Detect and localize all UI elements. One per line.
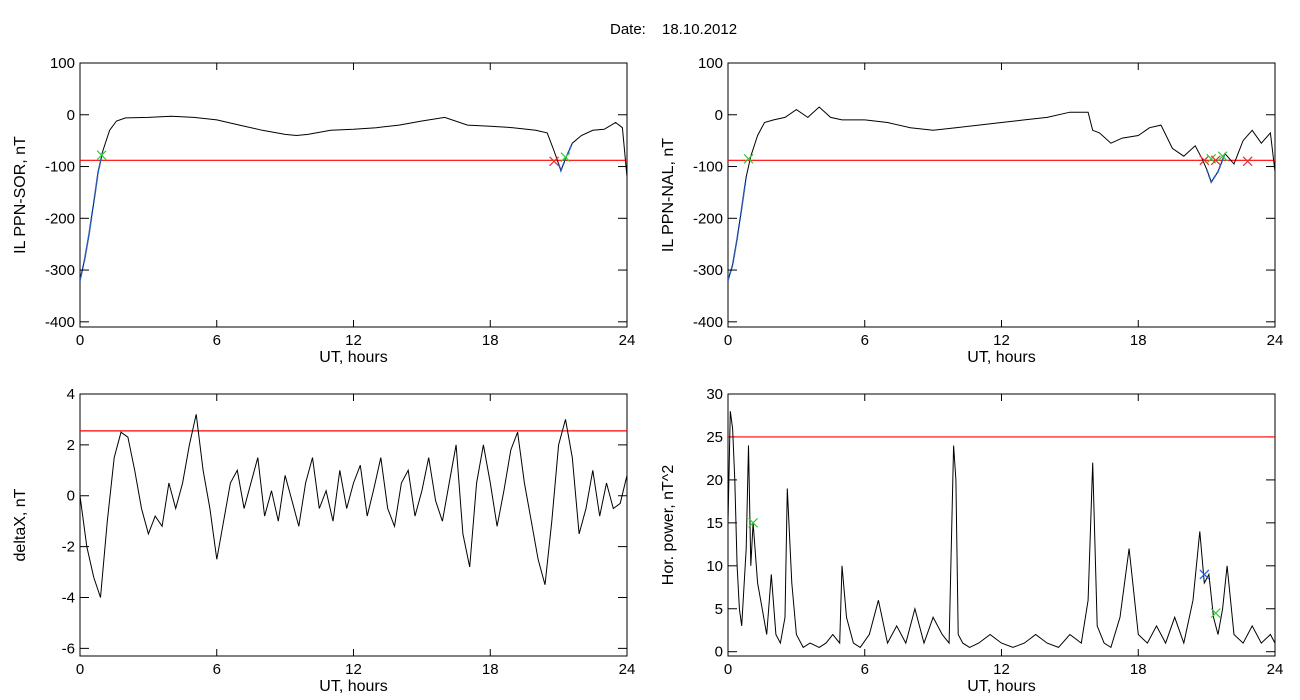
x-tick-label: 24 — [619, 661, 636, 678]
x-tick-label: 18 — [1130, 332, 1147, 349]
x-tick-label: 12 — [993, 661, 1010, 678]
y-axis-title: IL PPN-SOR, nT — [12, 136, 29, 254]
marker-end — [549, 156, 559, 167]
y-tick-label: 100 — [50, 55, 75, 72]
marker-start — [748, 517, 758, 528]
marker-end — [1210, 155, 1221, 166]
series-line — [728, 411, 1275, 649]
marker-stroke — [560, 152, 571, 163]
marker-stroke — [1242, 156, 1253, 167]
y-tick-label: 20 — [706, 472, 723, 489]
x-axis-title: UT, hours — [319, 678, 387, 695]
y-tick-label: -200 — [45, 210, 75, 227]
y-tick-label: 0 — [715, 107, 723, 124]
y-axis-title: deltaX, nT — [12, 488, 29, 561]
x-tick-label: 24 — [619, 332, 636, 349]
series-line — [80, 115, 627, 281]
plot-frame — [727, 62, 1276, 328]
x-tick-label: 6 — [213, 332, 221, 349]
header-date: 18.10.2012 — [662, 21, 737, 38]
header-label: Date: — [610, 21, 646, 38]
marker-end — [1242, 156, 1253, 167]
x-tick-label: 18 — [482, 332, 499, 349]
x-tick-label: 0 — [724, 661, 732, 678]
y-tick-label: -300 — [45, 262, 75, 279]
marker-stroke — [743, 153, 754, 164]
x-tick-label: 12 — [345, 332, 362, 349]
highlight-segment — [80, 150, 104, 281]
chart-panel-nal: 0 6 12 18 24 -400 -300 -200 -100 0 100 UT, hours IL … — [660, 55, 1283, 366]
x-tick-label: 6 — [861, 661, 869, 678]
series-line — [80, 414, 627, 598]
x-tick-label: 18 — [1130, 661, 1147, 678]
plot-frame — [79, 62, 628, 328]
y-tick-label: -400 — [45, 314, 75, 331]
marker-start — [743, 153, 754, 164]
y-tick-label: -6 — [62, 640, 75, 657]
x-axis-title: UT, hours — [319, 349, 387, 366]
plot-frame — [727, 393, 1276, 657]
marker-stroke — [1217, 151, 1228, 162]
y-axis-title: Hor. power, nT^2 — [660, 465, 677, 586]
y-tick-label: 30 — [706, 386, 723, 403]
y-tick-label: -100 — [45, 159, 75, 176]
marker-stroke — [1210, 155, 1221, 166]
marker-stroke — [96, 150, 107, 161]
marker-start — [1210, 608, 1221, 618]
x-tick-label: 0 — [724, 332, 732, 349]
marker-stroke — [1199, 155, 1210, 166]
y-axis-title: IL PPN-NAL, nT — [660, 138, 677, 252]
y-tick-label: -2 — [62, 539, 75, 556]
marker-stroke — [1206, 153, 1217, 164]
y-tick-label: -300 — [693, 262, 723, 279]
marker-stroke — [1210, 608, 1221, 618]
y-tick-label: 100 — [698, 55, 723, 72]
marker-stroke — [1199, 569, 1210, 580]
marker-start — [1217, 151, 1228, 162]
chart-panel-power: 0 6 12 18 24 0 5 10 15 20 25 30 UT, hours Hor. power,… — [660, 386, 1283, 695]
x-axis-title: UT, hours — [967, 349, 1035, 366]
x-tick-label: 12 — [993, 332, 1010, 349]
x-tick-label: 0 — [76, 661, 84, 678]
series-line — [728, 106, 1275, 281]
highlight-segment — [1205, 153, 1226, 184]
y-tick-label: 25 — [706, 429, 723, 446]
marker-stroke — [748, 517, 758, 528]
marker-peak — [1199, 569, 1210, 580]
x-tick-label: 6 — [213, 661, 221, 678]
x-tick-label: 6 — [861, 332, 869, 349]
y-tick-label: 4 — [67, 386, 75, 403]
y-tick-label: -4 — [62, 589, 75, 606]
x-tick-label: 24 — [1267, 332, 1284, 349]
x-axis-title: UT, hours — [967, 678, 1035, 695]
highlight-segment — [557, 142, 574, 174]
x-tick-label: 24 — [1267, 661, 1284, 678]
y-tick-label: 0 — [67, 488, 75, 505]
y-tick-label: -400 — [693, 314, 723, 331]
marker-start — [560, 152, 571, 163]
marker-stroke — [549, 156, 559, 167]
chart-panel-sor: 0 6 12 18 24 -400 -300 -200 -100 0 100 UT, hours IL … — [12, 55, 635, 366]
y-tick-label: 15 — [706, 515, 723, 532]
y-tick-label: 0 — [715, 644, 723, 661]
y-tick-label: 0 — [67, 107, 75, 124]
y-tick-label: -200 — [693, 210, 723, 227]
marker-start — [96, 150, 107, 161]
y-tick-label: 5 — [715, 601, 723, 618]
y-tick-label: 2 — [67, 437, 75, 454]
y-tick-label: 10 — [706, 558, 723, 575]
x-tick-label: 18 — [482, 661, 499, 678]
y-tick-label: -100 — [693, 159, 723, 176]
highlight-segment — [728, 176, 747, 281]
x-tick-label: 0 — [76, 332, 84, 349]
x-tick-label: 12 — [345, 661, 362, 678]
